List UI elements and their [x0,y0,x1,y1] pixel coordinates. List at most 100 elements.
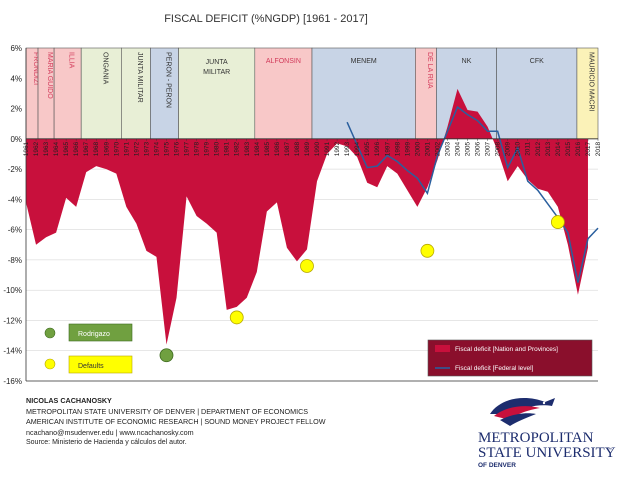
era-band [53,47,82,140]
x-tick-label: 1982 [234,141,241,156]
event-markers [159,215,565,363]
x-tick-label: 1999 [404,141,411,156]
x-tick-label: 1997 [384,141,391,156]
x-tick-label: 1994 [354,141,361,156]
federal-line-series [346,105,599,283]
footer-source: Source: Ministerio de Hacienda y cálculo… [26,439,187,447]
era-band [80,47,122,140]
x-tick-label: 1977 [184,141,191,156]
x-tick-label: 2002 [434,141,441,156]
x-tick-label: 1985 [264,141,271,156]
series-legend: Fiscal deficit [Nation and Provinces] Fi… [427,339,593,377]
y-tick-label: -14% [3,347,22,356]
era-label: PERON - PERON [164,52,171,108]
x-tick-label: 2012 [535,141,542,156]
deficit-area [26,88,588,345]
area-legend-swatch [435,345,450,352]
y-tick-label: 0% [10,135,22,144]
x-tick-label: 2014 [555,141,562,156]
x-tick-label: 2007 [485,141,492,156]
era-band [496,47,578,140]
x-tick-label: 1961 [23,141,30,156]
chart-title: FISCAL DEFICIT (%NGDP) [1961 - 2017] [164,13,368,25]
x-tick-label: 2000 [414,141,421,156]
x-tick-label: 2009 [505,141,512,156]
x-tick-label: 1991 [324,141,331,156]
era-label: MILITAR [203,69,230,76]
x-tick-label: 1972 [133,141,140,156]
federal-line [346,105,599,283]
default-marker [300,259,314,273]
x-tick-label: 2008 [495,141,502,156]
x-tick-label: 2004 [455,141,462,156]
x-tick-label: 1993 [344,141,351,156]
x-tick-label: 1971 [123,141,130,156]
x-tick-label: 1965 [63,141,70,156]
x-tick-label: 2015 [565,141,572,156]
x-tick-label: 1967 [83,141,90,156]
era-label: MENEM [351,58,377,65]
x-tick-label: 1992 [334,141,341,156]
x-tick-label: 2003 [444,141,451,156]
fiscal-deficit-chart: FISCAL DEFICIT (%NGDP) [1961 - 2017] FRO… [3,13,602,386]
y-tick-label: -6% [8,226,22,235]
x-tick-label: 1988 [294,141,301,156]
logo-line1: METROPOLITAN [478,430,594,446]
default-marker [420,243,435,258]
era-label: NK [462,58,472,65]
logo-trademark: ™ [607,447,612,453]
rodrigazo-marker [159,348,174,363]
x-tick-label: 2001 [424,141,431,156]
x-tick-label: 1996 [374,141,381,156]
x-tick-label: 1975 [163,141,170,156]
footer: NICOLAS CACHANOSKY METROPOLITAN STATE UN… [26,396,326,449]
series-legend-box [427,339,593,377]
x-tick-label: 1979 [204,141,211,156]
x-tick-label: 2013 [545,141,552,156]
x-tick-label: 1973 [143,141,150,156]
x-tick-label: 1995 [364,141,371,156]
era-bands: FRONDIZI MARIA GUIDO ILLIA ONGANIA JUNTA MIL… [25,47,599,140]
x-tick-label: 1987 [284,141,291,156]
x-tick-label: 1978 [194,141,201,156]
x-tick-label: 1964 [53,141,60,156]
x-tick-label: 2010 [515,141,522,156]
x-tick-label: 1990 [314,141,321,156]
x-tick-label: 1976 [174,141,181,156]
x-tick-label: 1969 [103,141,110,156]
x-tick-label: 1970 [113,141,120,156]
default-marker [550,215,565,229]
msu-denver-logo: METROPOLITAN STATE UNIVERSITY ™ OF DENVE… [478,398,616,469]
defaults-legend-box [68,355,133,374]
y-tick-label: 6% [10,44,22,53]
area-legend-label: Fiscal deficit [Nation and Provinces] [455,346,558,353]
y-tick-label: -2% [8,165,22,174]
footer-line3: ncachano@msudenver.edu | www.ncachanosky… [26,427,194,437]
x-tick-label: 1980 [214,141,221,156]
line-legend-label: Fiscal deficit [Federal level] [455,365,534,372]
era-label: MAURICIO MACRI [587,52,594,112]
x-tick-label: 1974 [153,141,160,156]
era-label: DE LA RUA [426,52,433,89]
default-marker [229,310,244,325]
era-label: ILLIA [68,52,75,69]
x-tick-label: 1962 [33,141,40,156]
roadrunner-icon [490,398,555,426]
era-label: JUNTA MILITAR [136,52,143,103]
axes: 6% 4% 2% 0% -2% -4% -6% -8% -10% -12% -14% -16% 1961… [3,44,602,386]
y-tick-label: 2% [10,105,22,114]
y-tick-label: -16% [3,377,22,386]
era-band [150,47,179,140]
x-tick-label: 1981 [224,141,231,156]
era-band [254,47,313,140]
x-tick-label: 1998 [394,141,401,156]
footer-line1: METROPOLITAN STATE UNIVERSITY OF DENVER … [26,406,309,416]
rodrigazo-legend-marker [44,327,56,339]
x-tick-label: 1984 [254,141,261,156]
footer-author: NICOLAS CACHANOSKY [26,396,112,405]
era-label: CFK [530,58,544,65]
x-tick-label: 1989 [304,141,311,156]
x-tick-label: 1986 [274,141,281,156]
y-tick-label: -12% [3,316,22,325]
defaults-legend-label: Defaults [78,363,104,370]
